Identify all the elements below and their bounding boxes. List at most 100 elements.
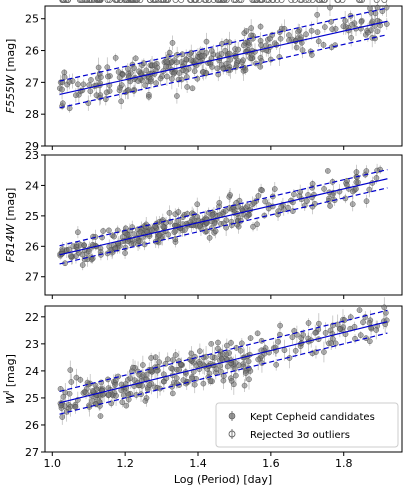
kept-point — [171, 229, 178, 235]
legend-box — [215, 402, 399, 448]
kept-point — [96, 398, 102, 405]
kept-point — [227, 192, 233, 198]
kept-point — [374, 28, 381, 35]
kept-point — [86, 402, 92, 409]
kept-point — [303, 31, 309, 38]
rejected-point — [97, 0, 104, 3]
fit-band-lower — [59, 187, 388, 265]
kept-point — [111, 233, 117, 240]
rejected-point — [318, 0, 325, 3]
kept-point — [233, 372, 239, 379]
y-tick-label: 26 — [25, 45, 39, 58]
kept-point — [100, 228, 106, 234]
x-tick-label: 1.4 — [189, 457, 207, 470]
y-tick-label: 27 — [25, 271, 39, 284]
kept-point — [223, 208, 229, 214]
kept-point — [263, 42, 269, 49]
rejected-point — [205, 0, 212, 3]
fit-line — [59, 178, 388, 256]
kept-point — [293, 44, 300, 51]
rejected-point — [250, 0, 257, 3]
kept-point — [250, 223, 256, 230]
kept-point — [321, 186, 327, 192]
kept-point — [357, 332, 364, 338]
rejected-point — [305, 0, 312, 3]
kept-point — [373, 327, 380, 333]
kept-point — [169, 40, 176, 46]
legend-label-rejected: Rejected 3σ outliers — [250, 430, 350, 441]
kept-point — [275, 338, 281, 345]
rejected-point — [202, 0, 209, 3]
rejected-point — [134, 0, 141, 3]
kept-point — [228, 378, 235, 384]
rejected-point — [210, 0, 217, 3]
kept-point — [148, 355, 154, 361]
rejected-point — [60, 0, 67, 3]
panel-f814w: 23 24 25 26 27 F814W [mag] — [4, 0, 403, 299]
rejected-point — [117, 0, 124, 3]
kept-point — [349, 201, 356, 207]
y-axis-label: WI [mag] — [2, 354, 17, 404]
kept-point — [67, 367, 74, 373]
kept-point — [326, 197, 332, 204]
kept-point — [169, 390, 176, 397]
y-tick-label: 25 — [25, 210, 39, 223]
kept-point — [315, 38, 322, 45]
kept-point — [309, 181, 316, 187]
kept-point — [164, 356, 171, 363]
kept-point — [124, 65, 131, 72]
kept-point — [374, 4, 381, 11]
y-tick-label: 25 — [25, 392, 39, 405]
kept-point — [292, 347, 299, 354]
kept-point — [363, 198, 370, 205]
kept-point — [247, 335, 254, 341]
kept-point — [203, 38, 210, 45]
rejected-point — [217, 0, 224, 3]
kept-point — [325, 168, 331, 174]
kept-point — [66, 390, 73, 397]
kept-point — [80, 81, 87, 88]
kept-point — [257, 63, 264, 70]
y-ticks: 22 23 24 25 26 27 — [25, 311, 345, 459]
kept-point — [363, 168, 370, 174]
kept-point — [93, 92, 100, 99]
kept-point — [77, 376, 84, 383]
kept-point — [165, 231, 172, 238]
kept-point — [281, 26, 288, 32]
kept-point — [105, 391, 112, 398]
kept-point — [373, 175, 380, 181]
kept-point — [156, 232, 163, 238]
kept-point — [180, 377, 187, 383]
kept-point — [200, 380, 207, 387]
kept-point — [348, 35, 354, 41]
x-axis-label: Log (Period) [day] — [174, 473, 272, 486]
kept-point — [197, 348, 203, 354]
panel-wi: 22 23 24 25 26 27 WI [mag] — [2, 0, 403, 459]
kept-point — [136, 68, 142, 75]
kept-point — [242, 370, 249, 376]
kept-point — [213, 366, 220, 373]
kept-point — [61, 69, 68, 76]
kept-point — [233, 199, 240, 206]
rejected-point — [221, 0, 228, 3]
kept-point — [367, 338, 373, 345]
kept-point — [304, 198, 310, 204]
kept-point — [184, 84, 190, 90]
kept-point — [68, 253, 74, 259]
kept-point — [166, 49, 173, 56]
y-tick-label: 29 — [25, 140, 39, 153]
kept-point — [164, 73, 170, 80]
kept-point — [128, 241, 135, 247]
kept-point — [246, 376, 252, 383]
kept-point — [192, 57, 199, 64]
kept-point — [137, 228, 144, 235]
rejected-point — [381, 0, 388, 3]
rejected-point — [76, 0, 83, 3]
rejected-point — [219, 0, 226, 3]
plot-frame — [44, 305, 403, 453]
fit-band-upper — [59, 309, 388, 393]
kept-point — [344, 182, 350, 188]
kept-point — [312, 330, 318, 336]
kept-point — [241, 382, 248, 389]
kept-point — [239, 340, 245, 347]
